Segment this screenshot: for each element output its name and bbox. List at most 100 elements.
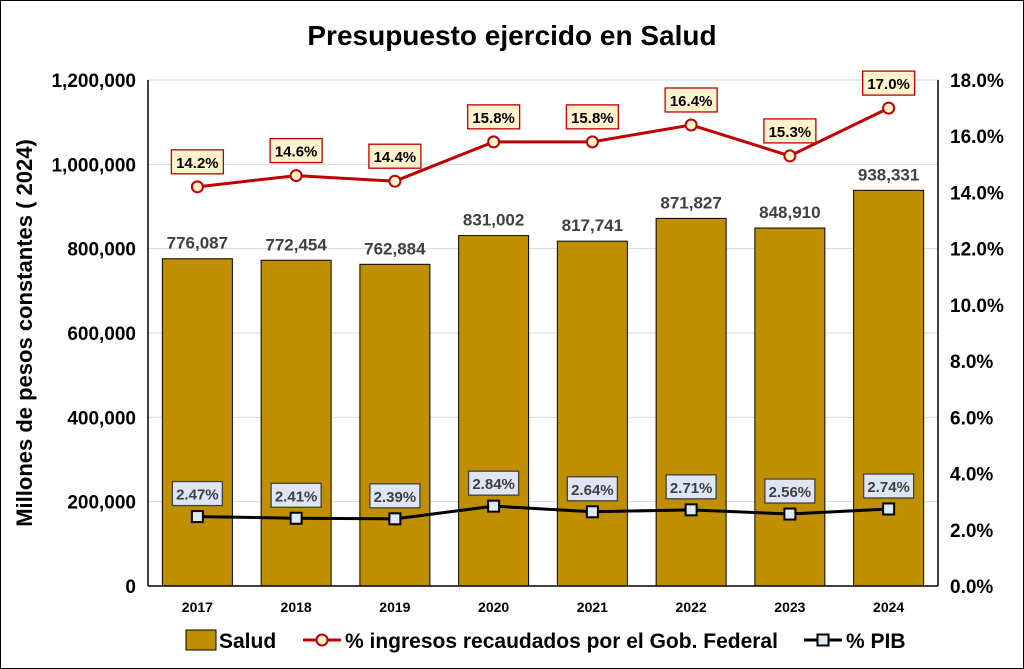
line-data-label: 2.64% bbox=[571, 482, 614, 499]
line-data-label: 14.4% bbox=[374, 149, 417, 166]
data-label-box bbox=[466, 104, 521, 130]
y2-tick-label: 12.0% bbox=[950, 240, 1004, 261]
y2-tick-label: 10.0% bbox=[950, 296, 1004, 317]
legend-swatch-salud bbox=[185, 629, 217, 651]
line-data-label: 2.74% bbox=[867, 479, 910, 496]
x-tick-label: 2020 bbox=[478, 599, 509, 615]
data-label-box bbox=[269, 137, 323, 164]
data-point bbox=[585, 505, 599, 519]
y2-tick-label: 8.0% bbox=[950, 352, 993, 373]
data-label-box bbox=[664, 87, 718, 113]
data-point bbox=[487, 499, 501, 513]
bar bbox=[458, 235, 530, 587]
y2-tick-label: 18.0% bbox=[950, 71, 1004, 92]
y2-tick-label: 14.0% bbox=[950, 183, 1004, 204]
y-tick-label: 0 bbox=[125, 577, 136, 598]
data-label-box bbox=[369, 483, 421, 509]
y-axis-label: Millones de pesos constantes ( 2024) bbox=[12, 139, 37, 527]
y-tick-label: 1,200,000 bbox=[51, 71, 136, 92]
y2-tick-label: 6.0% bbox=[950, 408, 993, 429]
y2-tick-label: 0.0% bbox=[950, 577, 993, 598]
line-data-label: 2.41% bbox=[275, 488, 318, 505]
line-data-label: 15.3% bbox=[769, 124, 812, 141]
data-point bbox=[585, 135, 599, 149]
legend-label: % PIB bbox=[846, 630, 906, 653]
data-label-box bbox=[861, 70, 916, 96]
data-point bbox=[882, 101, 896, 115]
data-point bbox=[487, 135, 501, 149]
x-tick-label: 2024 bbox=[873, 599, 904, 615]
data-point bbox=[190, 510, 204, 524]
data-label-box bbox=[764, 478, 816, 504]
line-data-label: 15.8% bbox=[571, 110, 614, 127]
line-data-label: 2.47% bbox=[176, 487, 219, 504]
bar-data-label: 776,087 bbox=[167, 234, 228, 253]
data-label-box bbox=[171, 480, 224, 507]
data-label-box bbox=[763, 118, 817, 144]
bar bbox=[161, 258, 233, 587]
y-tick-label: 1,000,000 bbox=[51, 155, 136, 176]
data-point bbox=[783, 149, 797, 163]
y2-tick-label: 4.0% bbox=[950, 465, 993, 486]
line-data-label: 2.71% bbox=[670, 480, 713, 497]
x-tick-label: 2018 bbox=[281, 599, 312, 615]
chart-title: Presupuesto ejercido en Salud bbox=[307, 20, 716, 51]
y2-tick-label: 2.0% bbox=[950, 521, 993, 542]
line-data-label: 2.39% bbox=[374, 489, 417, 506]
y2-tick-label: 16.0% bbox=[950, 127, 1004, 148]
data-point bbox=[289, 169, 303, 183]
x-tick-label: 2023 bbox=[774, 599, 805, 615]
bar-data-label: 848,910 bbox=[759, 203, 820, 222]
x-tick-label: 2022 bbox=[676, 599, 707, 615]
data-label-box bbox=[270, 482, 322, 508]
bar-data-label: 817,741 bbox=[562, 216, 623, 235]
x-tick-label: 2019 bbox=[379, 599, 410, 615]
bar bbox=[655, 217, 727, 587]
y-tick-label: 200,000 bbox=[67, 493, 136, 514]
data-point bbox=[388, 512, 402, 526]
bar bbox=[359, 263, 431, 587]
bar-data-label: 938,331 bbox=[858, 165, 919, 184]
bar-data-label: 772,454 bbox=[265, 235, 327, 254]
legend-label: Salud bbox=[219, 630, 276, 653]
legend-marker-circle bbox=[315, 633, 329, 647]
series-line bbox=[197, 106, 890, 189]
bar-data-label: 831,002 bbox=[463, 211, 524, 230]
data-label-box bbox=[566, 476, 619, 502]
y-tick-label: 400,000 bbox=[67, 408, 136, 429]
data-label-box bbox=[665, 474, 717, 500]
data-point bbox=[684, 118, 698, 132]
data-point bbox=[190, 180, 204, 194]
line-data-label: 2.84% bbox=[472, 476, 515, 493]
line-data-label: 17.0% bbox=[867, 76, 910, 93]
data-label-box bbox=[368, 143, 422, 169]
bar-data-label: 762,884 bbox=[364, 239, 426, 258]
bar-data-label: 871,827 bbox=[660, 193, 721, 212]
line-data-label: 15.8% bbox=[472, 110, 515, 127]
y-tick-label: 600,000 bbox=[67, 324, 136, 345]
legend: Salud % ingresos recaudados por el Gob. F… bbox=[185, 629, 906, 653]
x-tick-label: 2017 bbox=[182, 599, 213, 615]
data-point bbox=[882, 502, 896, 516]
x-tick-label: 2021 bbox=[577, 599, 608, 615]
series-line bbox=[197, 504, 889, 521]
data-label-box bbox=[565, 104, 620, 130]
line-data-label: 2.56% bbox=[769, 484, 812, 501]
bar bbox=[556, 240, 628, 587]
bar bbox=[260, 259, 332, 587]
data-label-box bbox=[862, 473, 915, 499]
line-data-label: 14.6% bbox=[275, 144, 318, 161]
y-tick-label: 800,000 bbox=[67, 240, 136, 261]
data-point bbox=[289, 511, 303, 525]
data-point bbox=[388, 174, 402, 188]
data-label-box bbox=[467, 470, 520, 496]
data-point bbox=[684, 503, 698, 517]
bar bbox=[754, 227, 826, 587]
legend-label: % ingresos recaudados por el Gob. Federa… bbox=[345, 630, 778, 653]
data-label-box bbox=[170, 149, 225, 175]
line-data-label: 16.4% bbox=[670, 93, 713, 110]
bar bbox=[853, 189, 925, 587]
line-data-label: 14.2% bbox=[176, 155, 219, 172]
legend-marker-square bbox=[816, 633, 830, 647]
